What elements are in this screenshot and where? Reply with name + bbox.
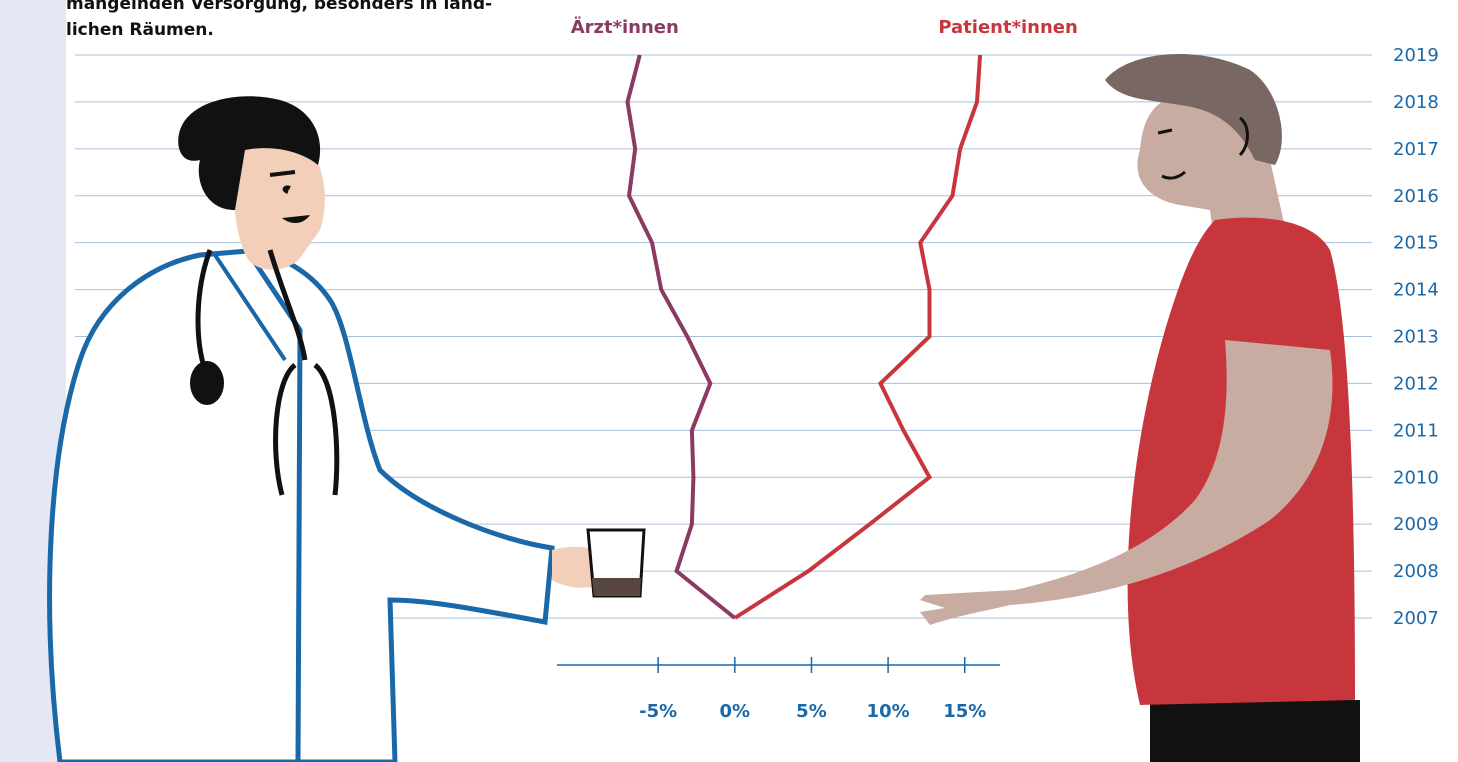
y-tick-label: 2019	[1393, 45, 1439, 66]
chart: mangelnden Versorgung, besonders in länd…	[0, 0, 1458, 762]
y-tick-label: 2016	[1393, 186, 1439, 207]
y-tick-label: 2012	[1393, 373, 1439, 394]
y-tick-label: 2008	[1393, 561, 1439, 582]
subtitle: mangelnden Versorgung, besonders in länd…	[66, 0, 492, 14]
y-tick-label: 2010	[1393, 467, 1439, 488]
series-label: Ärzt*innen	[571, 16, 679, 38]
y-tick-label: 2007	[1393, 608, 1439, 629]
subtitle: lichen Räumen.	[66, 20, 214, 40]
x-tick-label: -5%	[639, 701, 677, 722]
x-tick-label: 0%	[720, 701, 751, 722]
y-tick-label: 2018	[1393, 92, 1439, 113]
x-tick-label: 10%	[867, 701, 910, 722]
y-tick-label: 2011	[1393, 420, 1439, 441]
x-tick-label: 15%	[943, 701, 986, 722]
x-tick-label: 5%	[796, 701, 827, 722]
series-label: Patient*innen	[938, 17, 1078, 38]
y-tick-label: 2014	[1393, 280, 1439, 301]
y-tick-label: 2015	[1393, 233, 1439, 254]
y-tick-label: 2013	[1393, 327, 1439, 348]
illustration	[50, 54, 1360, 762]
y-tick-label: 2009	[1393, 514, 1439, 535]
y-tick-label: 2017	[1393, 139, 1439, 160]
